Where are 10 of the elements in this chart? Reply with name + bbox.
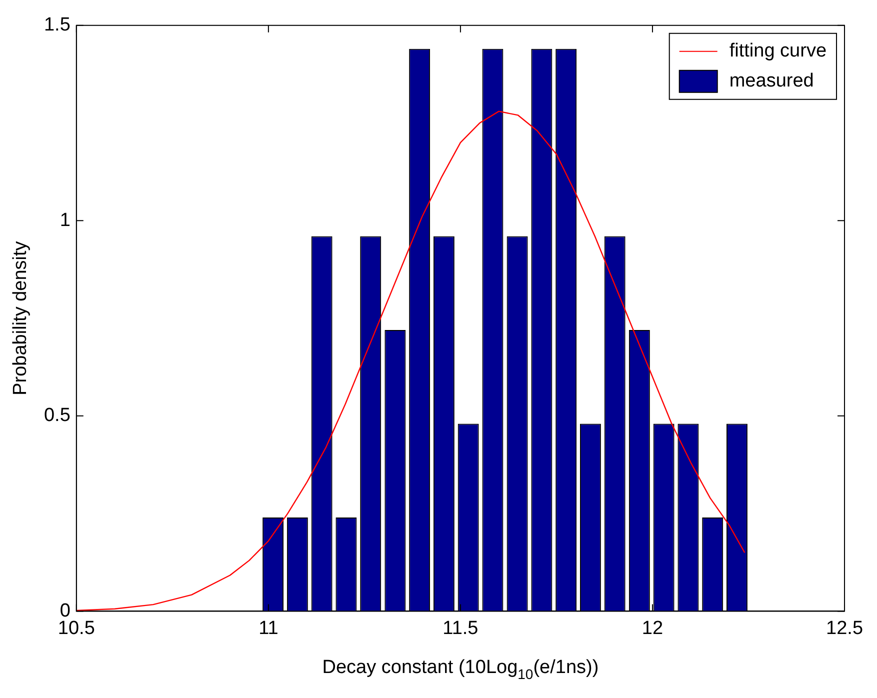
- legend-label: fitting curve: [729, 40, 827, 62]
- x-tick-label: 11: [258, 618, 278, 639]
- y-tick-label: 0.5: [44, 405, 70, 426]
- legend-label: measured: [729, 70, 814, 92]
- y-tick-label: 1: [60, 210, 70, 231]
- y-axis-title: Probability density: [10, 240, 31, 396]
- y-tick-label: 1.5: [44, 14, 70, 36]
- x-tick-label: 12.5: [826, 618, 863, 639]
- x-tick-label: 12: [642, 618, 664, 639]
- x-tick-label: 11.5: [442, 618, 478, 639]
